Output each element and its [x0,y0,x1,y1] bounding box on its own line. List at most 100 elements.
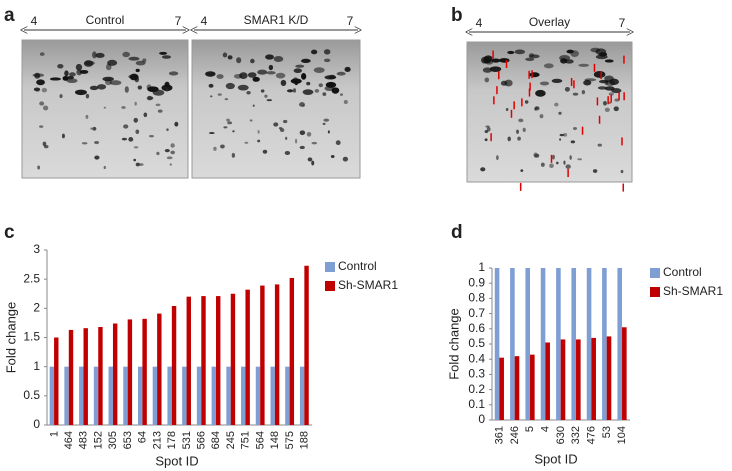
gel-spot [604,80,609,86]
gel-spot [339,93,343,96]
gel-spot [299,145,305,150]
y-tick-label: 1 [33,359,40,373]
bar [510,268,515,420]
gel-spot [42,141,47,147]
legend-label: Sh-SMAR1 [663,284,723,298]
gel-spot [318,83,323,88]
gel-spot [257,139,261,143]
gel-spot [95,52,105,59]
gel-spot [227,55,233,60]
x-tick-label: 246 [509,426,521,444]
gel-spot [484,138,488,142]
gel-spot [220,144,225,149]
gel-spot [484,77,490,83]
x-tick-label: 464 [63,431,75,449]
gel-spot [57,64,64,69]
bar [576,339,581,420]
gel-spot [295,64,305,68]
gel-spot [534,106,540,111]
gel-spot [323,58,331,63]
gel-spot [121,106,126,109]
x-tick-label: 245 [225,431,237,449]
gel-spot [343,100,348,104]
gel-spot [134,101,137,106]
gel-spot [260,89,265,93]
gel-spot [323,118,330,122]
gel-spot [249,119,253,122]
gel-spot [279,128,285,133]
y-tick-label: 0.3 [468,367,485,381]
panel-label: a [4,5,15,26]
gel-spot [39,125,44,128]
bar [112,323,118,425]
gel-spot [94,155,100,160]
x-tick-label: 531 [181,431,193,449]
bar [211,366,217,425]
x-axis-label: Spot ID [534,451,577,466]
legend-label: Control [663,265,702,279]
gel-spot [344,66,351,72]
panel-label: d [451,222,463,243]
bar [530,354,535,420]
legend-swatch [650,268,660,278]
gel-spot [97,84,107,90]
gel-spot [322,122,326,126]
bar [556,268,561,420]
bar [54,337,59,425]
gel-spot [286,89,294,93]
gel-spot [559,55,571,61]
x-tick-label: 575 [284,431,296,449]
bar [545,342,550,420]
bar [64,366,69,425]
bar [79,366,84,425]
gel-spot [302,89,314,96]
gel-spot [554,102,559,107]
gel-spot [592,169,598,173]
gel-spot [323,49,331,55]
x-tick-label: 213 [151,431,163,449]
gel-spot [301,73,307,80]
gel-spot [342,156,349,162]
gel-spot [133,146,139,149]
gel-spot [564,86,570,92]
gel-spot [222,52,228,58]
gel-spot [137,85,143,90]
gel-spot [250,58,255,64]
gel-spot [39,101,45,106]
gel-spot [613,106,619,112]
bar [201,296,206,425]
gel-spot [313,67,325,74]
y-tick-label: 1 [478,260,485,274]
gel-spot [306,131,312,137]
gel-spot [314,89,320,93]
y-tick-label: 0.1 [468,397,485,411]
gel-spot [552,154,555,160]
gel-spot [103,165,106,170]
x-tick-label: 483 [78,431,90,449]
gel-spot [311,160,315,166]
gel-image [191,39,361,179]
bar [260,285,265,425]
gel-spot [558,111,562,115]
bar [494,268,500,420]
gel-spot [565,164,571,169]
gel-spot [275,72,286,79]
gel-spot [611,88,622,94]
x-tick-label: 152 [92,431,104,449]
x-tick-label: 684 [210,431,222,449]
gel-spot [226,118,230,122]
y-tick-label: 0.2 [468,382,485,396]
gel-spot [105,63,112,71]
gel-spot [507,50,515,55]
bar [93,366,99,425]
legend-swatch [325,262,335,272]
gel-spot [307,157,313,162]
gel-spot [135,129,140,135]
gel-image [21,39,189,179]
gel-spot [518,118,524,123]
gel-spot [498,58,510,63]
gel-spot [92,51,97,59]
y-axis-label: Fold change [446,308,461,380]
gel-spot [170,143,175,148]
